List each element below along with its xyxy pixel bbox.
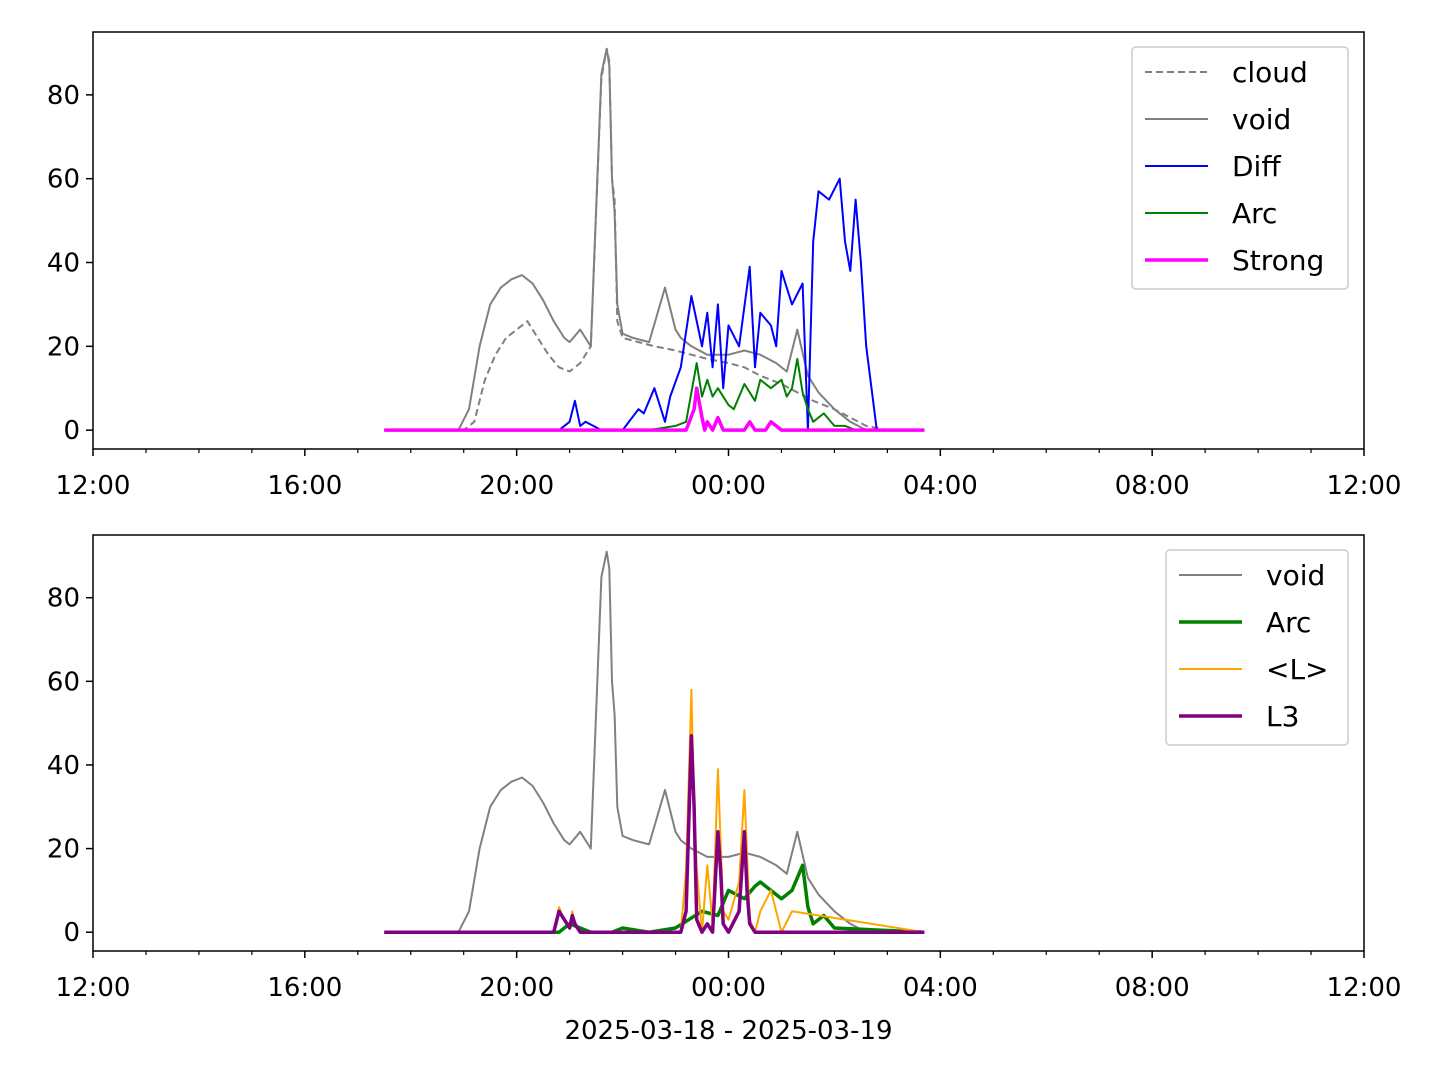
y-tick-label: 20 [47,332,80,362]
x-tick-label: 16:00 [267,973,342,1003]
x-tick-label: 20:00 [479,973,554,1003]
legend-box [1165,549,1349,746]
y-tick-label: 40 [47,751,80,781]
x-tick-label: 12:00 [1327,471,1402,501]
legend-label: Diff [1232,150,1281,183]
y-tick-label: 80 [47,584,80,614]
legend-label: cloud [1232,56,1308,89]
x-tick-label: 00:00 [691,471,766,501]
x-tick-label: 16:00 [267,471,342,501]
x-tick-label: 12:00 [1327,973,1402,1003]
legend-label: void [1266,559,1325,592]
legend: cloud void Diff Arc Strong [1131,46,1349,290]
legend-label: Strong [1232,244,1324,277]
series-line-arc [384,357,925,432]
x-tick-label: 20:00 [479,471,554,501]
series-line-l3 [384,733,925,934]
bottom-chart-panel: 0 20 40 60 80 12:00 16:00 20:00 00:00 04:00 08:00 1… [47,534,1402,1046]
series-group [384,550,925,934]
y-tick-label: 60 [47,667,80,697]
x-tick-label: 00:00 [691,973,766,1003]
series-line-void [384,550,925,934]
legend-label: void [1232,103,1291,136]
legend-label: Arc [1266,606,1311,639]
y-tick-label: 0 [63,416,80,446]
legend: void Arc <L> L3 [1165,549,1349,746]
x-tick-label: 08:00 [1115,973,1190,1003]
x-tick-label: 12:00 [56,973,131,1003]
legend-label: <L> [1266,653,1329,686]
series-line-void [384,47,925,432]
legend-label: Arc [1232,197,1277,230]
y-tick-label: 20 [47,835,80,865]
legend-label: L3 [1266,700,1299,733]
x-axis-label: 2025-03-18 - 2025-03-19 [564,1016,892,1046]
x-tick-label: 08:00 [1115,471,1190,501]
x-tick-label: 04:00 [903,973,978,1003]
x-tick-label: 12:00 [56,471,131,501]
y-tick-label: 80 [47,81,80,111]
y-tick-label: 0 [63,918,80,948]
series-group [384,47,925,432]
y-tick-label: 60 [47,165,80,195]
top-chart-panel: 0 20 40 60 80 12:00 16:00 20:00 00:00 04:00 08:00 1… [47,31,1402,501]
x-tick-label: 04:00 [903,471,978,501]
legend-box [1131,46,1349,290]
y-tick-label: 40 [47,249,80,279]
series-line-strong [384,386,925,432]
